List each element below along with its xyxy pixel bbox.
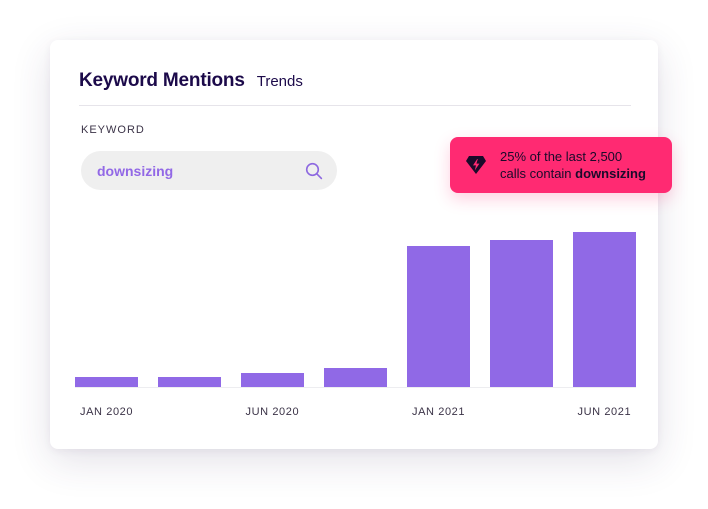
keyword-label: KEYWORD [81,124,145,136]
search-icon[interactable] [305,162,323,180]
x-tick-label: JAN 2020 [80,406,134,418]
card-header: Keyword Mentions Trends [79,70,303,92]
keyword-search-field[interactable]: downsizing [81,151,337,190]
chart-bar[interactable] [573,232,636,387]
chart-baseline [75,387,636,388]
keyword-search-value[interactable]: downsizing [97,162,174,179]
gem-bolt-icon [466,156,486,174]
chart-bar[interactable] [75,377,138,387]
callout-text: 25% of the last 2,500 calls contain down… [500,148,646,182]
x-tick-label: JUN 2021 [577,406,632,418]
chart-bar[interactable] [241,373,304,387]
insight-callout: 25% of the last 2,500 calls contain down… [450,137,672,193]
chart-bar[interactable] [407,246,470,387]
callout-line-1: 25% of the last 2,500 [500,149,623,164]
callout-line-2-prefix: calls contain [500,166,576,181]
keyword-mentions-card: Keyword Mentions Trends KEYWORD downsizi… [50,40,658,449]
page-subtitle[interactable]: Trends [256,73,303,90]
x-tick-label: JAN 2021 [412,406,466,418]
header-divider [79,105,631,106]
callout-keyword: downsizing [575,166,646,181]
chart-bar[interactable] [490,240,553,387]
chart-bar[interactable] [324,368,387,387]
callout-line-2: calls contain downsizing [500,165,646,182]
mentions-bar-chart: JAN 2020 JUN 2020 JAN 2021 JUN 2021 [50,40,658,449]
chart-bar[interactable] [158,377,221,387]
x-tick-label: JUN 2020 [245,406,300,418]
page-title: Keyword Mentions [79,70,245,91]
